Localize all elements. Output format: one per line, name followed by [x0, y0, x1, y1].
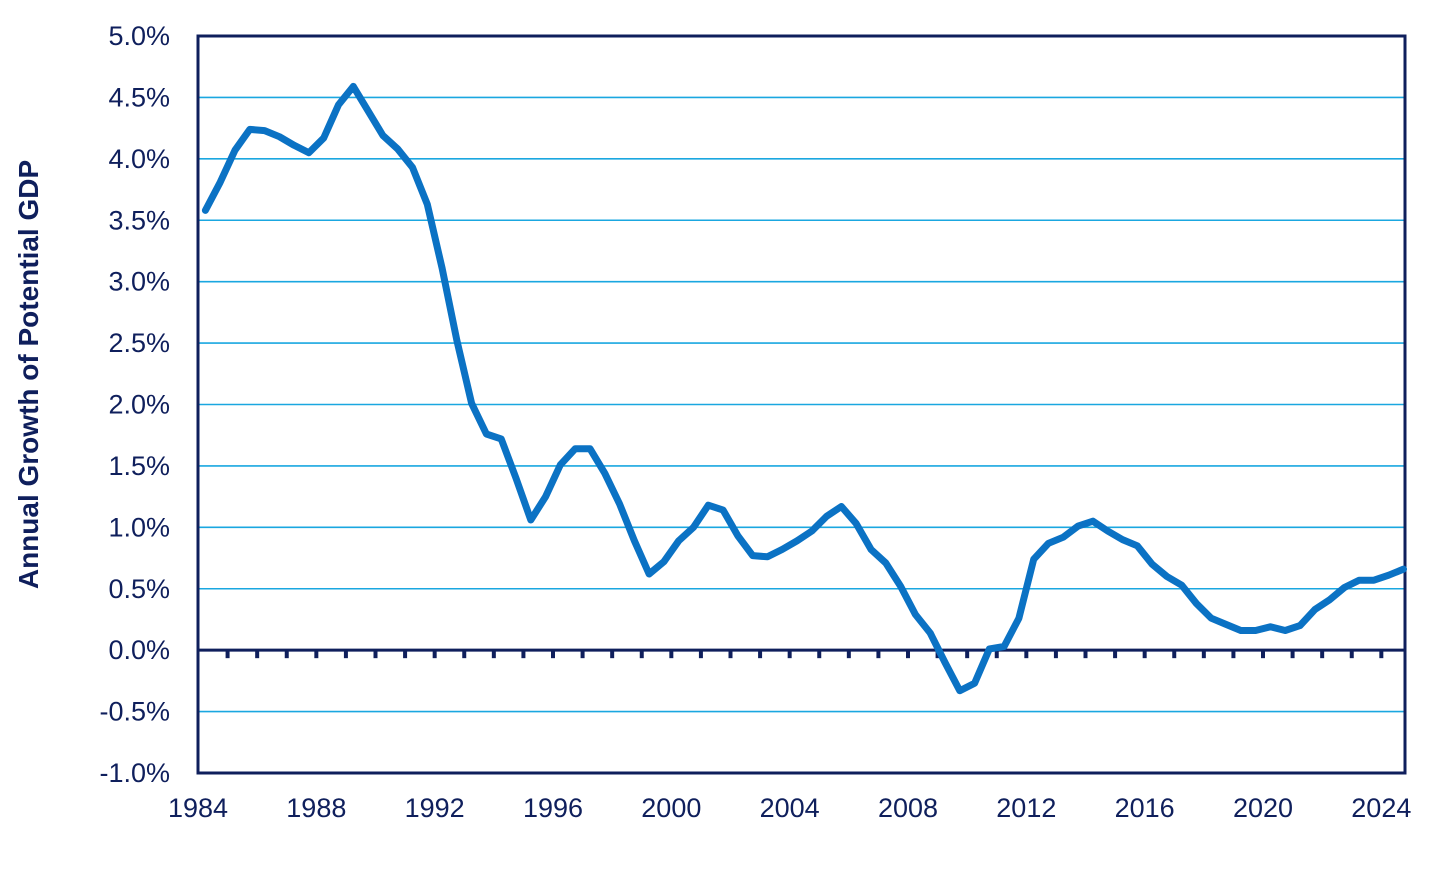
y-tick-label: -0.5%: [99, 697, 170, 727]
y-tick-label: 4.5%: [108, 82, 170, 112]
y-tick-label: 0.5%: [108, 574, 170, 604]
x-tick-label: 1992: [405, 793, 465, 823]
y-tick-label: 2.5%: [108, 328, 170, 358]
y-tick-label: 1.0%: [108, 512, 170, 542]
x-tick-label: 2020: [1233, 793, 1293, 823]
x-tick-label: 1984: [168, 793, 228, 823]
y-tick-label: 3.0%: [108, 267, 170, 297]
x-tick-label: 2016: [1115, 793, 1175, 823]
x-tick-label: 2012: [996, 793, 1056, 823]
x-tick-label: 2008: [878, 793, 938, 823]
y-tick-labels: 5.0% 4.5% 4.0% 3.5% 3.0% 2.5% 2.0% 1.5% 1.0% 0.5%…: [99, 21, 170, 788]
y-tick-label: -1.0%: [99, 758, 170, 788]
series-line: [201, 82, 1407, 695]
y-tick-label: 4.0%: [108, 144, 170, 174]
x-tick-label: 2004: [760, 793, 820, 823]
x-tick-labels: 1984 1988 1992 1996 2000 2004 2008 2012 2016 2020…: [168, 793, 1411, 823]
y-tick-label: 0.0%: [108, 635, 170, 665]
series-layer: [201, 82, 1407, 695]
plot-frame: [196, 34, 1407, 775]
y-tick-label: 3.5%: [108, 205, 170, 235]
y-tick-label: 1.5%: [108, 451, 170, 481]
x-tick-label: 2024: [1351, 793, 1411, 823]
gridlines: [198, 96, 1405, 713]
x-tick-label: 1988: [286, 793, 346, 823]
x-tick-label: 1996: [523, 793, 583, 823]
y-tick-label: 2.0%: [108, 390, 170, 420]
x-tick-label: 2000: [641, 793, 701, 823]
y-axis-label: Annual Growth of Potential GDP: [13, 160, 44, 589]
y-tick-label: 5.0%: [108, 21, 170, 51]
